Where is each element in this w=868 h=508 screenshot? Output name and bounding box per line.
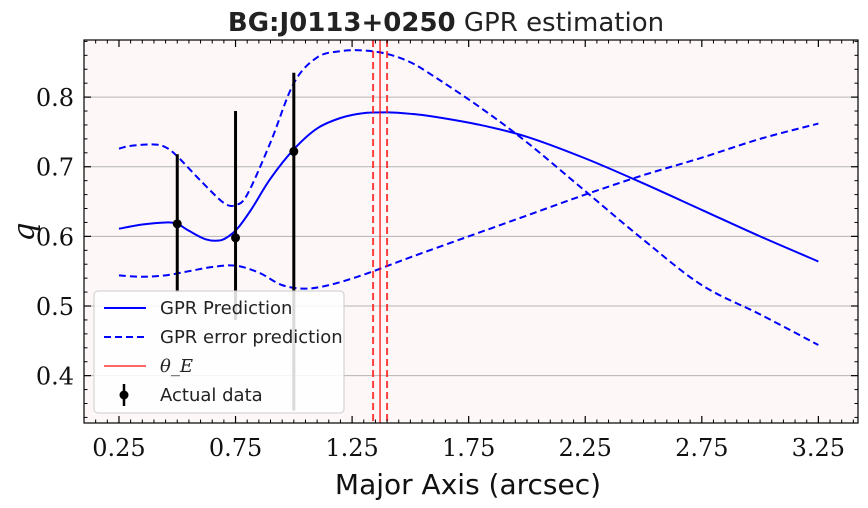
y-tick-label-0: 0.4 (36, 363, 74, 391)
theta-e-lines (372, 40, 389, 423)
y-axis-label: q (7, 222, 42, 241)
data-point-2 (289, 146, 299, 156)
x-tick-label-5: 2.75 (675, 434, 728, 462)
y-tick-label-4: 0.8 (36, 84, 74, 112)
y-tick-labels: 0.4 0.5 0.6 0.7 0.8 (36, 84, 74, 391)
x-tick-label-3: 1.75 (442, 434, 495, 462)
data-point-0 (172, 219, 182, 229)
gpr-error-lower-line (118, 122, 819, 290)
y-tick-label-2: 0.6 (36, 223, 74, 251)
gpr-prediction-line (118, 111, 819, 263)
legend-swatch-data-marker (119, 390, 129, 400)
legend-label-prediction: GPR Prediction (160, 298, 292, 319)
chart-title: BG:J0113+0250 GPR estimation (228, 8, 664, 38)
legend-label-data: Actual data (160, 385, 263, 406)
axis-ticks (84, 40, 858, 423)
gpr-error-upper-line (118, 49, 819, 346)
legend-label-error: GPR error prediction (160, 327, 343, 348)
legend-box (93, 290, 345, 414)
plot-frame (83, 39, 859, 424)
y-tick-label-1: 0.5 (36, 293, 74, 321)
x-tick-label-6: 3.25 (792, 434, 845, 462)
y-tick-label-3: 0.7 (36, 154, 74, 182)
chart-title-rest: GPR estimation (464, 8, 664, 38)
x-tick-label-0: 0.25 (92, 434, 145, 462)
x-axis-label: Major Axis (arcsec) (335, 468, 601, 501)
x-tick-labels: 0.25 0.75 1.25 1.75 2.25 2.75 3.25 (92, 434, 845, 462)
series-layer (118, 49, 819, 346)
legend: GPR Prediction GPR error prediction θ_E … (93, 290, 345, 414)
legend-label-theta: θ_E (160, 356, 193, 377)
x-tick-label-1: 0.75 (209, 434, 262, 462)
data-point-1 (231, 233, 241, 243)
x-tick-label-2: 1.25 (325, 434, 378, 462)
chart-title-bold: BG:J0113+0250 (228, 8, 456, 38)
x-tick-label-4: 2.25 (559, 434, 612, 462)
